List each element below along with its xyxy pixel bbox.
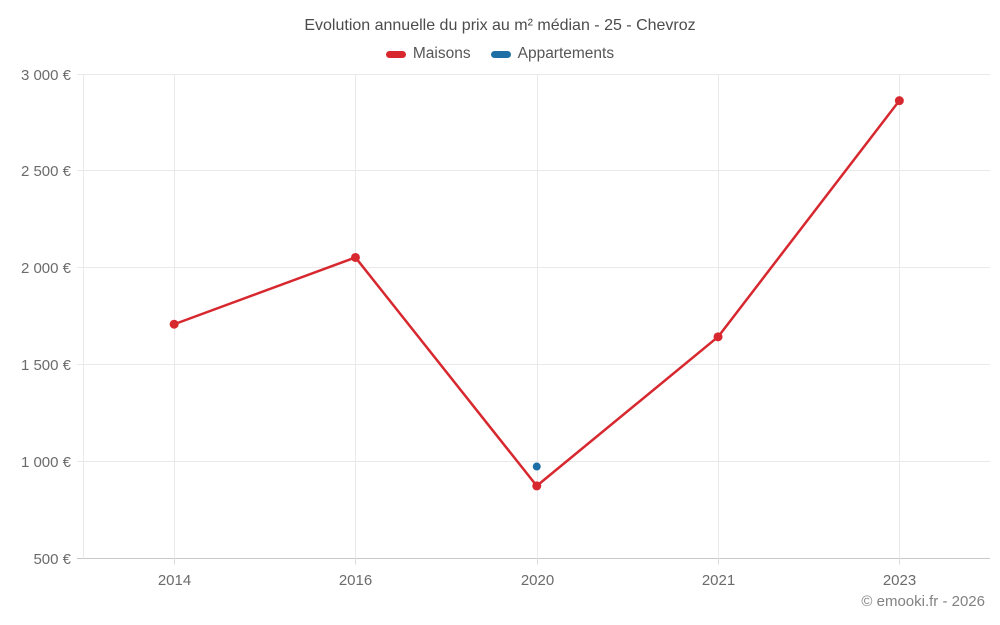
x-tick-label: 2016 — [339, 572, 372, 589]
gridlines: 3 000 € 2 500 € 2 000 € 1 500 € 1 000 € 500 €… — [21, 67, 990, 589]
y-tick-label: 2 500 € — [21, 163, 72, 180]
appartements-legend-label: Appartements — [517, 45, 615, 62]
y-tick-label: 1 500 € — [21, 357, 72, 374]
appartements-legend-marker-icon — [490, 50, 511, 58]
x-tick-label: 2020 — [521, 572, 554, 589]
data-point-appartements-2020[interactable] — [532, 462, 541, 471]
series-appartements — [532, 462, 541, 471]
y-tick-label: 3 000 € — [21, 67, 72, 84]
chart-legend: Maisons Appartements — [0, 45, 1000, 63]
data-point-maisons-2023[interactable] — [894, 96, 904, 106]
y-tick-label: 500 € — [33, 551, 71, 568]
x-tick-label: 2014 — [158, 572, 191, 589]
series-maisons — [169, 96, 904, 491]
watermark: © emooki.fr - 2026 — [861, 593, 985, 610]
y-tick-label: 2 000 € — [21, 260, 72, 277]
maisons-legend-label: Maisons — [412, 45, 471, 62]
series-line-maisons — [172, 99, 901, 488]
legend-item-maisons[interactable]: Maisons — [385, 45, 471, 63]
data-point-maisons-2021[interactable] — [713, 332, 723, 342]
legend-item-appartements[interactable]: Appartements — [490, 45, 615, 63]
maisons-legend-marker-icon — [385, 50, 406, 58]
data-point-maisons-2016[interactable] — [350, 252, 360, 262]
y-tick-label: 1 000 € — [21, 454, 72, 471]
chart-title: Evolution annuelle du prix au m² médian … — [304, 17, 696, 34]
x-tick-label: 2023 — [883, 572, 916, 589]
data-point-maisons-2020[interactable] — [532, 481, 542, 491]
data-point-maisons-2014[interactable] — [169, 319, 179, 329]
x-tick-label: 2021 — [702, 572, 735, 589]
